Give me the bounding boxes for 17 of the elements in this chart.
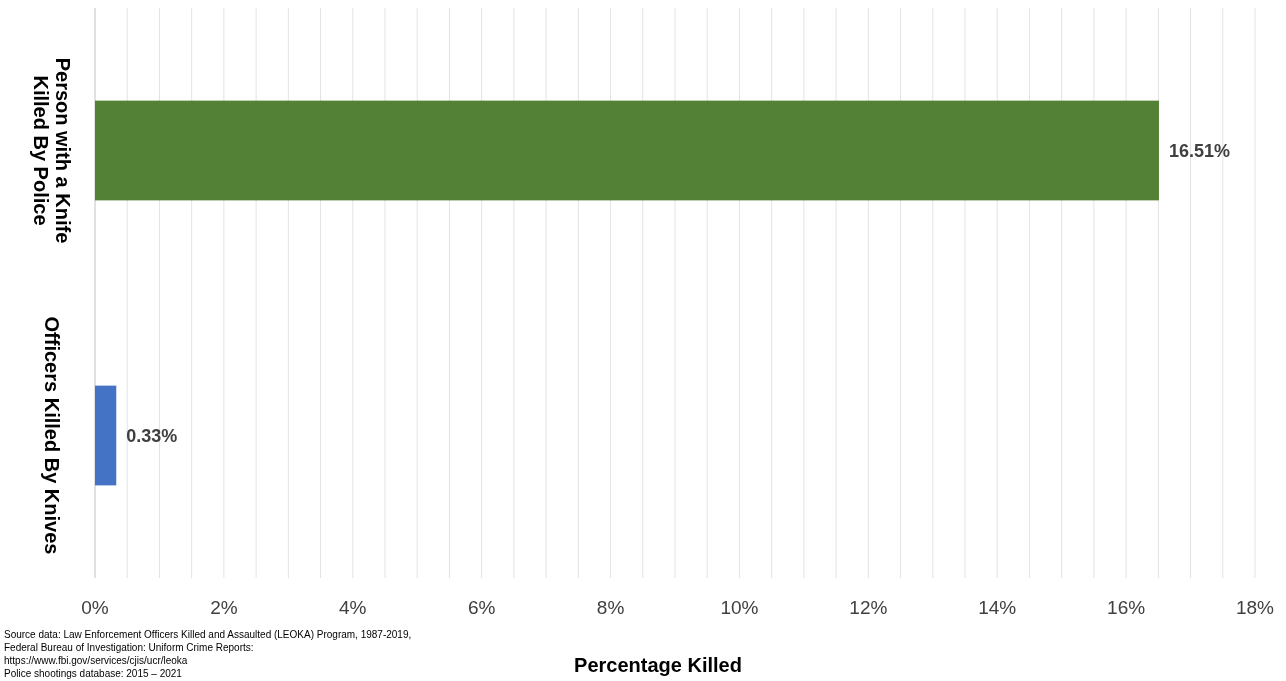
text: Police shootings database: 2015 – 2021 xyxy=(4,668,183,679)
data-label: 0.33% xyxy=(126,425,178,446)
source-note: Source data: Law Enforcement Officers Killed and Assaulted (LEOKA) Program, 1987-2019, Federal Bureau of Investigation: Uniform Crime Reports: https://www.fbi.gov/services/cjis/ucr/leoka xyxy=(4,629,412,666)
x-tick-label: 18% xyxy=(1235,597,1275,618)
x-tick-label: 6% xyxy=(467,597,496,618)
y-tick-label: Person with a Knife Killed By Police xyxy=(30,57,74,244)
x-tick-label: 2% xyxy=(210,597,238,618)
x-tick-label: 8% xyxy=(596,597,625,618)
x-tick-label: 10% xyxy=(720,597,759,618)
x-tick-label: 16% xyxy=(1107,597,1146,618)
x-tick-label: 0% xyxy=(81,597,109,618)
y-tick-label: Officers Killed By Knives xyxy=(41,316,63,555)
x-axis-title: Percentage Killed xyxy=(574,654,742,676)
x-tick-label: 4% xyxy=(339,597,367,618)
x-tick-label: 12% xyxy=(849,597,888,618)
x-tick-label: 14% xyxy=(978,597,1017,618)
data-label: 16.51% xyxy=(1168,140,1231,161)
